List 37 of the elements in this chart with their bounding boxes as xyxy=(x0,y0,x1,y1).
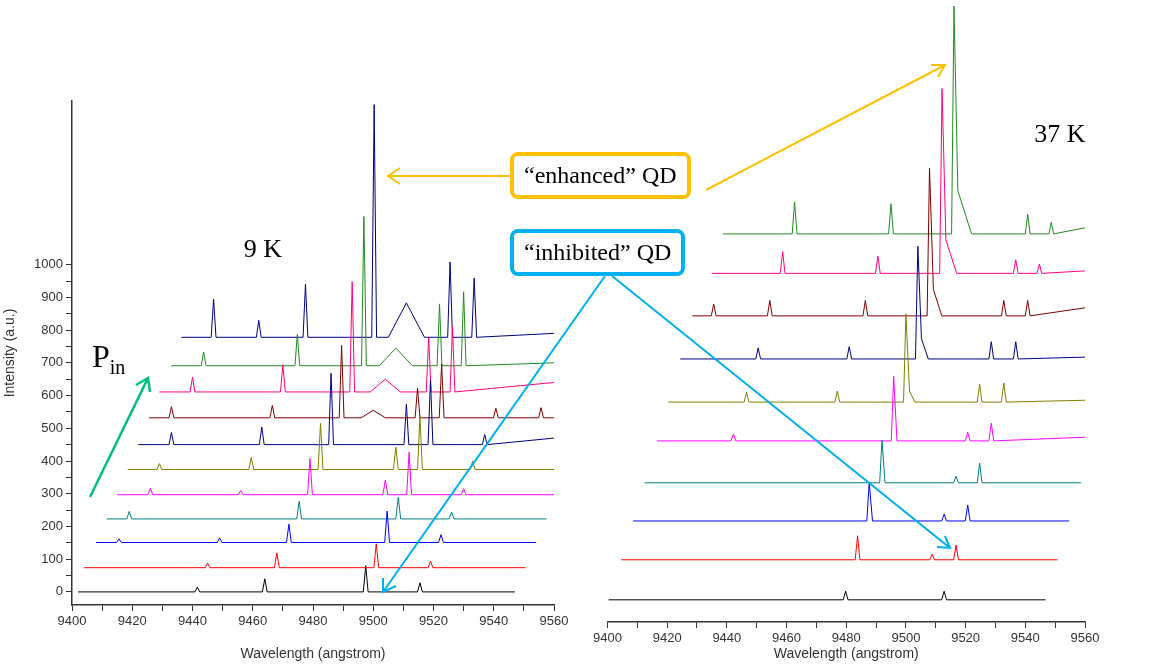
y-tick-label: 600 xyxy=(41,387,63,403)
x-tick-label: 9480 xyxy=(831,630,861,646)
text: 9 K xyxy=(243,233,283,263)
annotation: “inhibited” QD xyxy=(510,229,686,276)
y-tick-label: 0 xyxy=(55,583,63,599)
x-tick-label: 9400 xyxy=(57,613,87,629)
annotation: “enhanced” QD xyxy=(510,152,691,199)
x-tick-label: 9500 xyxy=(891,630,921,646)
y-tick-label: 300 xyxy=(41,485,63,501)
x-tick-label: 9560 xyxy=(539,613,569,629)
y-tick-label: 1000 xyxy=(34,256,63,272)
x-tick-label: 9460 xyxy=(772,630,801,646)
y-tick-label: 500 xyxy=(41,419,63,435)
x-tick-label: 9540 xyxy=(1010,630,1040,646)
y-tick-label: 900 xyxy=(41,288,63,304)
x-tick-label: 9460 xyxy=(238,613,268,629)
y-tick-label: 400 xyxy=(41,452,63,468)
y-tick-label: 800 xyxy=(41,321,63,337)
annotation: P$_{in}$ xyxy=(92,338,126,380)
x-tick-label: 9540 xyxy=(479,613,509,629)
x-tick-label: 9520 xyxy=(419,613,448,629)
x-axis-title: Wavelength (angstrom) xyxy=(773,645,919,662)
x-tick-label: 9560 xyxy=(1070,630,1100,646)
x-tick-label: 9520 xyxy=(951,630,981,646)
x-tick-label: 9440 xyxy=(712,630,742,646)
x-tick-label: 9420 xyxy=(117,613,147,629)
y-axis-title: Intensity (a.u.) xyxy=(1,308,18,398)
x-tick-label: 9400 xyxy=(593,630,622,646)
text: 37 K xyxy=(1034,118,1086,148)
x-tick-label: 9420 xyxy=(652,630,682,646)
x-tick-label: 9500 xyxy=(358,613,388,629)
y-tick-label: 100 xyxy=(41,550,63,566)
y-tick-label: 700 xyxy=(41,354,63,370)
y-tick-label: 200 xyxy=(41,518,63,534)
x-tick-label: 9480 xyxy=(298,613,328,629)
x-axis-title: Wavelength (angstrom) xyxy=(240,645,386,662)
x-tick-label: 9440 xyxy=(178,613,207,629)
